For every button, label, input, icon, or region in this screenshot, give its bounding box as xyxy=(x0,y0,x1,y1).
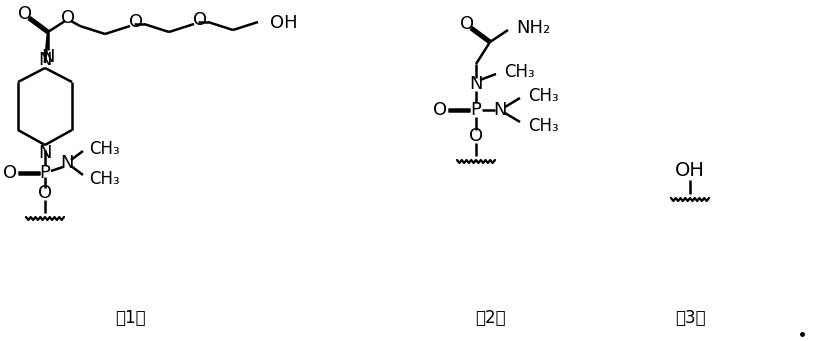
Text: CH₃: CH₃ xyxy=(89,140,120,158)
Text: P: P xyxy=(470,101,481,119)
Text: O: O xyxy=(460,15,474,33)
Text: N: N xyxy=(38,144,52,162)
Text: O: O xyxy=(193,11,207,29)
Text: O: O xyxy=(469,127,483,145)
Text: O: O xyxy=(61,9,75,27)
Text: O: O xyxy=(3,164,17,182)
Text: （2）: （2） xyxy=(475,309,505,327)
Text: O: O xyxy=(129,13,143,31)
Text: P: P xyxy=(40,164,50,182)
Text: CH₃: CH₃ xyxy=(89,170,120,188)
Text: OH: OH xyxy=(675,161,705,179)
Text: CH₃: CH₃ xyxy=(528,87,558,105)
Text: N: N xyxy=(493,101,507,119)
Text: （1）: （1） xyxy=(115,309,146,327)
Text: CH₃: CH₃ xyxy=(528,117,558,135)
Text: N: N xyxy=(42,48,55,66)
Text: O: O xyxy=(38,184,52,202)
Text: N: N xyxy=(469,75,483,93)
Text: OH: OH xyxy=(270,14,298,32)
Text: N: N xyxy=(38,51,52,69)
Text: O: O xyxy=(433,101,447,119)
Text: （3）: （3） xyxy=(675,309,705,327)
Text: O: O xyxy=(18,5,32,23)
Text: CH₃: CH₃ xyxy=(504,63,535,81)
Text: N: N xyxy=(60,154,74,172)
Text: NH₂: NH₂ xyxy=(516,19,550,37)
